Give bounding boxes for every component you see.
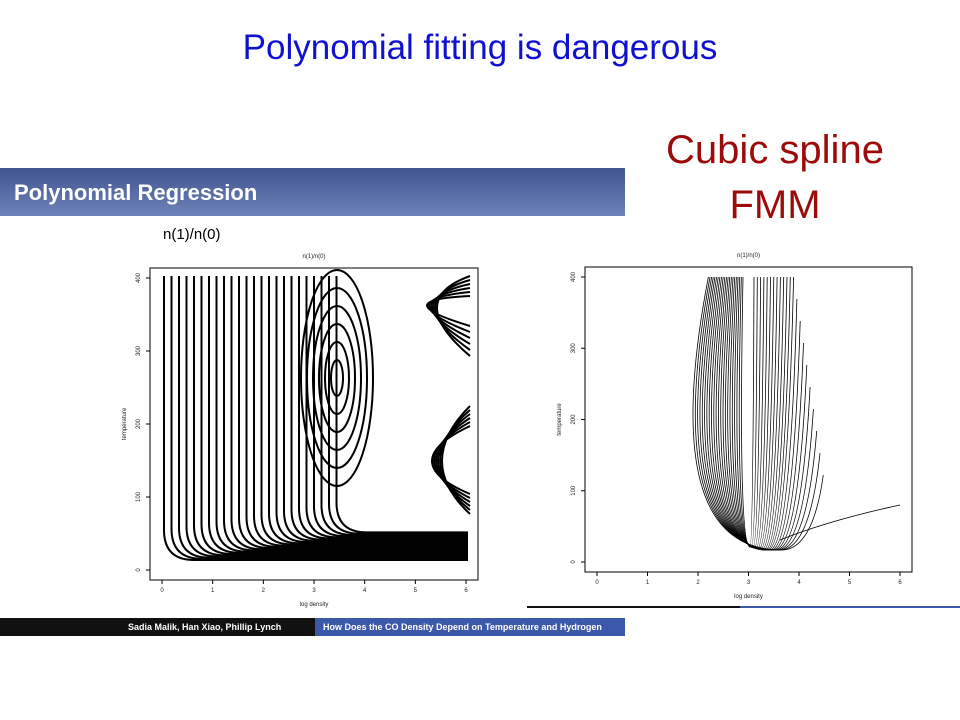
x-tick-label: 4: [797, 580, 801, 586]
contour: [260, 276, 468, 546]
contour: [722, 276, 781, 550]
contour: [692, 276, 824, 551]
contour: [170, 276, 468, 560]
contour: [430, 287, 471, 339]
contour: [435, 417, 471, 503]
contour: [434, 279, 471, 351]
contour: [193, 276, 468, 557]
callout-line: FMM: [729, 183, 821, 227]
contour: [185, 276, 468, 558]
contour: [178, 276, 468, 559]
y-tick-label: 200: [571, 414, 577, 425]
contour: [431, 425, 471, 495]
contour: [729, 276, 771, 549]
y-axis-label: temperature: [122, 407, 128, 440]
contour: [741, 276, 755, 548]
contour: [324, 341, 350, 415]
contour: [200, 276, 468, 555]
x-tick-label: 2: [262, 588, 266, 594]
contour: [313, 276, 468, 537]
contour: [426, 295, 471, 327]
contour: [335, 276, 468, 534]
x-tick-label: 5: [848, 580, 852, 586]
footer-title: How Does the CO Density Depend on Temper…: [315, 618, 625, 636]
contour: [253, 276, 468, 547]
contour: [305, 276, 468, 539]
footer-text: How Does the CO Density Depend on Temper…: [323, 622, 602, 632]
contour: [439, 409, 471, 511]
x-tick-label: 3: [747, 580, 751, 586]
x-tick-label: 2: [696, 580, 700, 586]
contour: [330, 359, 344, 397]
contour: [300, 269, 374, 487]
contour: [208, 276, 468, 554]
y-tick-label: 100: [136, 491, 142, 502]
contour: [436, 275, 471, 357]
y-axis-label: temperature: [557, 403, 563, 436]
y-tick-label: 100: [571, 485, 577, 496]
footer-authors: Sadia Malik, Han Xiao, Phillip Lynch: [0, 618, 315, 636]
contour: [268, 276, 468, 545]
x-tick-label: 5: [414, 588, 418, 594]
y-tick-label: 300: [136, 345, 142, 356]
contour: [290, 276, 468, 541]
contour: [245, 276, 468, 548]
y-tick-label: 400: [136, 272, 142, 283]
contour: [312, 305, 362, 451]
contour: [318, 323, 356, 433]
contour: [283, 276, 468, 542]
plot-frame: [584, 266, 913, 573]
x-tick-label: 4: [363, 588, 367, 594]
x-axis-label: log density: [734, 594, 763, 600]
y-tick-label: 300: [571, 343, 577, 354]
contour: [298, 276, 468, 540]
contour: [238, 276, 468, 549]
plot-title: n(1)/n(0): [302, 254, 325, 260]
panel-label: n(1)/n(0): [163, 226, 221, 243]
contour: [432, 283, 471, 345]
contour: [441, 405, 471, 515]
y-tick-label: 0: [571, 560, 577, 564]
x-tick-label: 1: [211, 588, 215, 594]
x-tick-label: 0: [595, 580, 599, 586]
contour: [306, 287, 368, 469]
x-tick-label: 0: [160, 588, 164, 594]
y-tick-label: 200: [136, 418, 142, 429]
contour: [163, 276, 468, 561]
contour: [230, 276, 468, 551]
x-axis-label: log density: [300, 602, 329, 608]
y-tick-label: 400: [571, 271, 577, 282]
contour: [437, 413, 471, 507]
panel-header: Polynomial Regression: [0, 168, 625, 216]
y-tick-label: 0: [136, 568, 142, 572]
plot-title: n(1)/n(0): [737, 253, 760, 259]
contour: [779, 504, 901, 541]
contour: [724, 276, 778, 550]
contour: [320, 276, 468, 536]
contour: [428, 291, 471, 333]
contour: [215, 276, 468, 553]
slide-title: Polynomial fitting is dangerous: [242, 28, 718, 67]
callout-line: Cubic spline: [666, 128, 884, 172]
contour: [223, 276, 468, 552]
contour: [433, 421, 471, 499]
x-tick-label: 6: [898, 580, 902, 586]
contour: [275, 276, 468, 543]
x-tick-label: 3: [312, 588, 316, 594]
x-tick-label: 6: [464, 588, 468, 594]
footer-text: Sadia Malik, Han Xiao, Phillip Lynch: [128, 622, 282, 632]
panel-header-text: Polynomial Regression: [14, 180, 258, 205]
x-tick-label: 1: [646, 580, 650, 586]
contour: [328, 276, 468, 535]
